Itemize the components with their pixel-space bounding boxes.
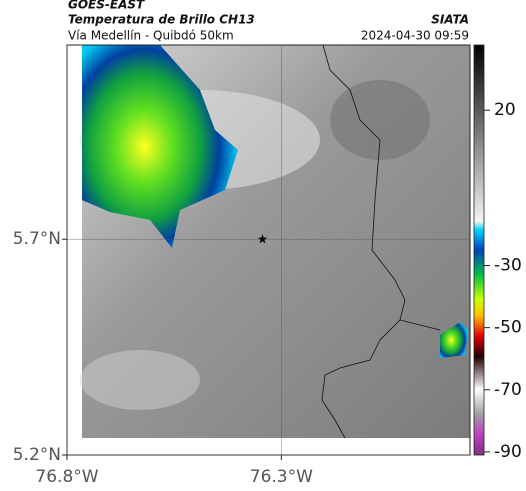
datetime: 2024-04-30 09:59 (361, 29, 469, 43)
colorbar-tick-label: -70 (494, 380, 522, 400)
x-tick-label: 76.3°W (250, 467, 313, 487)
x-tick-label: 76.8°W (35, 467, 98, 487)
product: Temperatura de Brillo CH13 (68, 13, 255, 27)
satellite: GOES-EAST (68, 0, 145, 12)
colorbar-tick-label: 20 (494, 100, 516, 120)
colorbar-tick-label: -90 (494, 442, 522, 462)
region: Vía Medellín - Quibdó 50km (68, 29, 234, 43)
y-tick-label: 5.2°N (13, 445, 61, 465)
source: SIATA (431, 13, 469, 27)
colorbar (473, 44, 485, 456)
colorbar-tick-label: -50 (494, 318, 522, 338)
location-marker (257, 234, 268, 244)
imagery (80, 44, 470, 439)
y-tick-label: 5.7°N (13, 229, 61, 249)
colorbar-tick-label: -30 (494, 256, 522, 276)
